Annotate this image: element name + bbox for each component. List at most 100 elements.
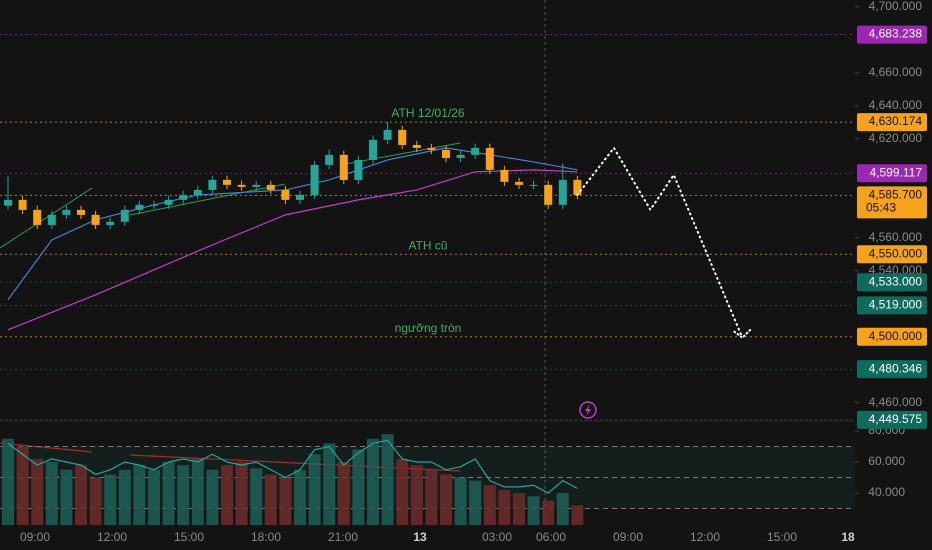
candle-body bbox=[106, 221, 115, 225]
volume-bar bbox=[337, 462, 350, 525]
candle-body bbox=[91, 214, 100, 225]
candle-body bbox=[252, 184, 261, 187]
volume-bar bbox=[75, 465, 87, 525]
candle-body bbox=[208, 179, 217, 190]
price-badge bbox=[857, 245, 927, 264]
price-countdown: 05:43 bbox=[866, 201, 896, 215]
price-badge-label: 4,533.000 bbox=[869, 274, 923, 288]
candle-body bbox=[120, 209, 129, 222]
candle-body bbox=[412, 144, 421, 148]
y-tick-label: 4,660.000 bbox=[869, 65, 923, 79]
price-badge bbox=[857, 327, 927, 346]
volume-bar bbox=[60, 469, 73, 525]
volume-bar bbox=[527, 496, 540, 525]
volume-bar bbox=[191, 458, 204, 525]
volume-bar bbox=[279, 477, 292, 525]
candle-body bbox=[150, 204, 158, 206]
volume-bar bbox=[89, 477, 102, 525]
osc-trend bbox=[0, 442, 93, 453]
candle-body bbox=[237, 184, 246, 187]
candle-body bbox=[442, 149, 450, 158]
volume-bar bbox=[513, 493, 525, 525]
price-badge bbox=[857, 186, 927, 219]
candle-body bbox=[281, 189, 290, 200]
candle-body bbox=[485, 147, 494, 170]
candle-body bbox=[515, 181, 523, 185]
projection-arrow bbox=[733, 328, 752, 340]
price-badge bbox=[857, 113, 927, 132]
volume-bar bbox=[16, 446, 29, 525]
y-tick-label: 4,620.000 bbox=[869, 131, 923, 145]
alert-icon[interactable] bbox=[579, 401, 597, 419]
price-badge-label: 4,480.346 bbox=[869, 361, 923, 375]
candle-body bbox=[296, 194, 304, 200]
volume-bar bbox=[264, 474, 277, 525]
candle-body bbox=[500, 169, 509, 182]
osc-tick-label: 60.000 bbox=[868, 454, 905, 468]
candle-body bbox=[62, 209, 71, 215]
price-badge-label: 4,683.238 bbox=[869, 27, 923, 41]
volume-bar bbox=[381, 434, 394, 525]
x-tick-label: 18:00 bbox=[251, 530, 281, 544]
alert-bolt[interactable] bbox=[585, 404, 591, 416]
price-badge-label: 4,585.700 bbox=[869, 188, 923, 202]
candle-body bbox=[266, 184, 275, 190]
level-note: ATH cũ bbox=[408, 238, 447, 252]
price-badge-label: 4,519.000 bbox=[869, 298, 923, 312]
candle-body bbox=[398, 129, 407, 145]
volume-bar bbox=[235, 462, 248, 525]
trend-segment bbox=[129, 183, 286, 216]
candle-body bbox=[164, 199, 173, 205]
x-tick-label: 03:00 bbox=[482, 530, 512, 544]
candle-body bbox=[471, 147, 480, 155]
candle-body bbox=[558, 179, 567, 205]
candle-body bbox=[47, 214, 56, 225]
candle-body bbox=[179, 194, 188, 200]
candle-body bbox=[325, 154, 334, 165]
candle-body bbox=[4, 199, 12, 206]
x-tick-label: 12:00 bbox=[97, 530, 127, 544]
candle-body bbox=[18, 199, 27, 210]
candle-body bbox=[544, 184, 553, 205]
price-badge bbox=[857, 273, 927, 292]
candle-body bbox=[456, 154, 465, 158]
volume-bar bbox=[571, 505, 584, 525]
x-tick-label: 12:00 bbox=[690, 530, 720, 544]
candle-body bbox=[573, 179, 582, 195]
candle-body bbox=[77, 209, 85, 215]
x-tick-label: 06:00 bbox=[536, 530, 566, 544]
price-badge-label: 4,630.174 bbox=[869, 114, 923, 128]
x-tick-label: 18 bbox=[841, 530, 855, 544]
price-badge bbox=[857, 360, 927, 379]
volume-bar bbox=[542, 500, 555, 525]
volume-bar bbox=[440, 474, 452, 525]
candle-body bbox=[135, 204, 144, 210]
volume-bar bbox=[45, 462, 58, 525]
price-badge-label: 4,550.000 bbox=[869, 246, 923, 260]
price-badge bbox=[857, 296, 927, 315]
price-badge-label: 4,449.575 bbox=[869, 412, 923, 426]
y-tick-label: 4,640.000 bbox=[869, 98, 923, 112]
candle-body bbox=[310, 164, 319, 195]
volume-bar bbox=[396, 458, 409, 525]
candle-body bbox=[529, 184, 538, 186]
volume-bar bbox=[177, 465, 190, 525]
volume-bar bbox=[206, 469, 219, 525]
level-note: ATH 12/01/26 bbox=[391, 106, 464, 120]
volume-bar bbox=[221, 465, 233, 525]
volume-bar bbox=[454, 477, 467, 525]
alert-circle[interactable] bbox=[579, 401, 597, 419]
volume-bar bbox=[148, 469, 160, 525]
osc-line bbox=[7, 439, 578, 494]
volume-bar bbox=[498, 489, 511, 525]
volume-bar bbox=[556, 493, 569, 525]
volume-bar bbox=[469, 480, 482, 525]
price-badge bbox=[857, 25, 927, 44]
volume-bar bbox=[104, 474, 117, 525]
volume-bar bbox=[294, 469, 306, 525]
volume-bar bbox=[410, 465, 423, 525]
volume-bar bbox=[250, 468, 263, 525]
